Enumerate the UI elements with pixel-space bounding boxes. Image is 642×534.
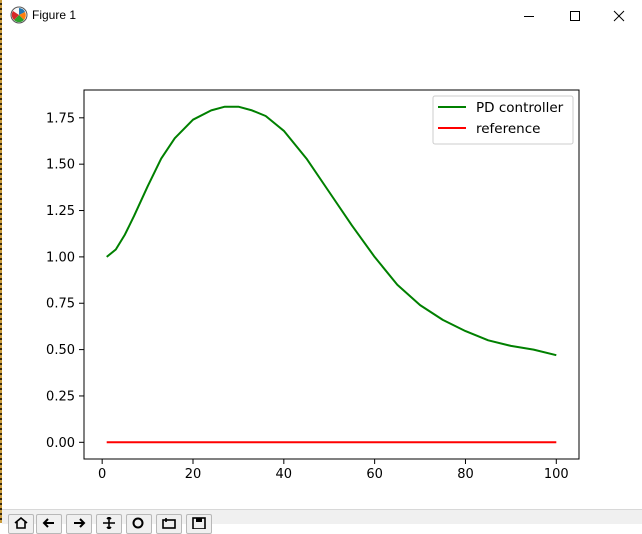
x-tick-label: 20 (185, 467, 202, 482)
minimize-icon (524, 15, 534, 17)
x-tick-label: 0 (98, 467, 106, 482)
minimize-button[interactable] (506, 0, 552, 31)
pan-button[interactable] (96, 514, 122, 534)
maximize-button[interactable] (552, 0, 598, 31)
maximize-icon (570, 10, 580, 21)
zoom-icon (132, 517, 144, 529)
series-line-pd-controller (106, 105, 557, 357)
close-icon (613, 10, 625, 21)
y-tick-label: 0.50 (46, 343, 75, 358)
x-tick-label: 40 (276, 467, 293, 482)
line-chart: 0 20 40 60 80 100 0.00 0.25 0.50 0.75 1.00 1.25 1.50… (46, 89, 580, 482)
save-button[interactable] (186, 514, 212, 534)
matplotlib-logo-icon (10, 6, 28, 24)
legend-label-reference: reference (476, 121, 540, 137)
configure-subplots-button[interactable] (156, 514, 182, 534)
navigation-toolbar (2, 509, 642, 534)
home-icon (14, 517, 28, 529)
x-tick-label: 60 (366, 467, 383, 482)
forward-button[interactable] (66, 514, 92, 534)
configure-subplots-icon (162, 518, 176, 529)
y-tick-label: 1.50 (46, 158, 75, 173)
title-bar[interactable]: Figure 1 (2, 0, 642, 31)
x-tick-label: 80 (457, 467, 474, 482)
legend: PD controller reference (432, 95, 574, 145)
back-button[interactable] (36, 514, 62, 534)
figure-canvas[interactable]: 0 20 40 60 80 100 0.00 0.25 0.50 0.75 1.00 1.25 1.50… (0, 31, 642, 509)
home-button[interactable] (8, 514, 34, 534)
save-icon (192, 517, 206, 529)
pan-icon (103, 517, 115, 529)
axes-frame (83, 89, 580, 460)
window-title: Figure 1 (32, 8, 77, 22)
window-frame-edge (0, 0, 2, 523)
y-tick-label: 0.00 (46, 436, 75, 451)
zoom-button[interactable] (126, 514, 152, 534)
y-tick-label: 0.75 (46, 297, 75, 312)
forward-icon (74, 518, 86, 528)
legend-label-pd: PD controller (476, 100, 564, 116)
legend-box (432, 95, 574, 145)
back-icon (42, 518, 54, 528)
y-tick-label: 0.25 (46, 389, 75, 404)
y-tick-label: 1.00 (46, 250, 75, 265)
x-tick-label: 100 (544, 467, 569, 482)
close-button[interactable] (596, 0, 642, 31)
y-tick-label: 1.25 (46, 204, 75, 219)
y-tick-label: 1.75 (46, 111, 75, 126)
